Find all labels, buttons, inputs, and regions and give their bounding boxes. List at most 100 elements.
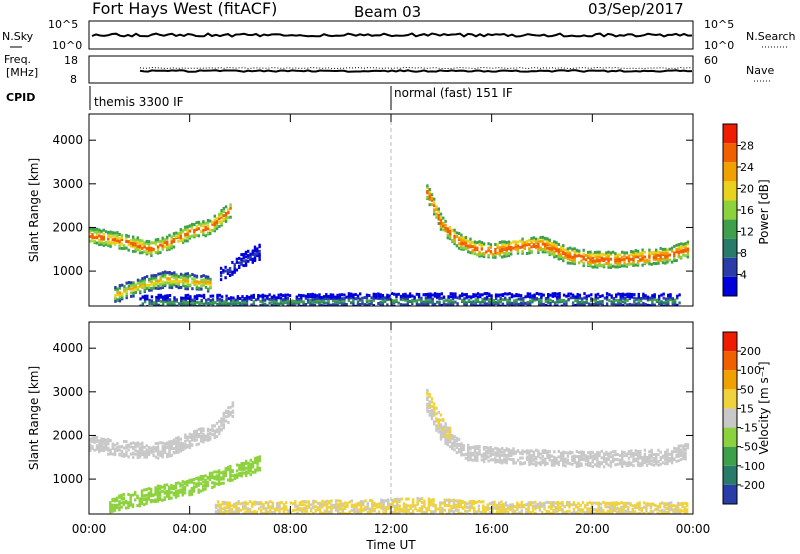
data-cell — [356, 300, 360, 304]
data-cell — [447, 295, 450, 299]
data-cell — [629, 307, 631, 310]
data-cell — [225, 307, 227, 310]
data-cell — [338, 295, 342, 299]
data-cell — [132, 294, 135, 298]
data-cell — [280, 500, 283, 504]
data-cell — [625, 256, 628, 260]
data-cell — [592, 298, 595, 302]
data-cell — [516, 503, 519, 507]
data-cell — [89, 229, 92, 233]
data-cell — [503, 240, 506, 244]
data-cell — [478, 243, 481, 247]
data-cell — [188, 432, 192, 436]
data-cell — [575, 250, 579, 254]
data-cell — [233, 265, 236, 269]
data-cell — [373, 507, 376, 511]
data-cell — [648, 454, 651, 457]
data-cell — [145, 283, 149, 287]
data-cell — [161, 485, 164, 489]
data-cell — [501, 459, 504, 463]
data-cell — [646, 297, 650, 301]
data-cell — [269, 505, 272, 509]
data-cell — [664, 247, 667, 251]
data-cell — [630, 452, 633, 456]
data-cell — [136, 245, 139, 249]
data-cell — [660, 302, 663, 306]
data-cell — [588, 501, 591, 505]
data-cell — [159, 279, 162, 283]
data-cell — [271, 503, 274, 507]
data-cell — [257, 307, 259, 310]
data-cell — [102, 241, 105, 245]
data-cell — [439, 509, 442, 513]
data-cell — [184, 233, 187, 237]
data-cell — [236, 304, 240, 306]
data-cell — [247, 256, 250, 260]
data-cell — [612, 300, 616, 304]
data-cell — [163, 448, 167, 452]
data-cell — [257, 296, 260, 300]
data-cell — [411, 298, 414, 302]
data-cell — [232, 299, 235, 303]
data-cell — [270, 303, 274, 306]
data-cell — [578, 456, 581, 460]
data-cell — [143, 288, 146, 292]
data-cell — [107, 452, 110, 456]
data-cell — [329, 293, 332, 297]
data-cell — [537, 449, 540, 453]
data-cell — [425, 507, 428, 511]
data-cell — [476, 292, 480, 296]
data-cell — [217, 503, 220, 507]
data-cell — [209, 299, 212, 302]
data-cell — [428, 393, 431, 397]
data-cell — [582, 516, 584, 519]
data-cell — [343, 507, 347, 510]
data-cell — [535, 460, 538, 464]
data-cell — [630, 253, 633, 256]
data-cell — [300, 500, 304, 504]
data-cell — [581, 510, 585, 513]
data-cell — [89, 445, 92, 449]
data-cell — [147, 493, 150, 497]
data-cell — [200, 284, 203, 288]
data-cell — [89, 449, 92, 453]
data-cell — [649, 504, 653, 508]
data-cell — [602, 265, 606, 269]
data-cell — [179, 449, 182, 453]
data-cell — [204, 221, 207, 225]
data-cell — [473, 240, 477, 244]
data-cell — [658, 307, 660, 310]
data-cell — [658, 509, 662, 513]
data-cell — [240, 462, 243, 465]
data-cell — [266, 307, 268, 310]
data-cell — [673, 457, 676, 461]
data-cell — [100, 448, 103, 452]
data-cell — [479, 301, 482, 305]
data-cell — [462, 444, 465, 448]
data-cell — [209, 435, 212, 439]
data-cell — [609, 266, 613, 269]
data-cell — [464, 503, 467, 507]
data-cell — [179, 286, 183, 289]
data-cell — [460, 450, 463, 453]
data-cell — [229, 469, 232, 473]
data-cell — [513, 303, 516, 306]
data-cell — [311, 298, 314, 302]
data-cell — [623, 460, 626, 464]
data-cell — [220, 222, 223, 225]
data-cell — [354, 293, 357, 296]
data-cell — [575, 450, 579, 453]
data-cell — [246, 509, 249, 513]
data-cell — [381, 303, 385, 306]
data-cell — [172, 234, 176, 237]
data-cell — [356, 302, 360, 306]
data-cell — [304, 302, 308, 306]
data-cell — [550, 505, 553, 509]
data-cell — [614, 255, 617, 259]
data-cell — [379, 300, 382, 304]
data-cell — [379, 307, 381, 310]
data-cell — [278, 501, 281, 505]
data-cell — [251, 249, 254, 253]
data-cell — [231, 403, 235, 407]
data-cell — [282, 508, 286, 512]
